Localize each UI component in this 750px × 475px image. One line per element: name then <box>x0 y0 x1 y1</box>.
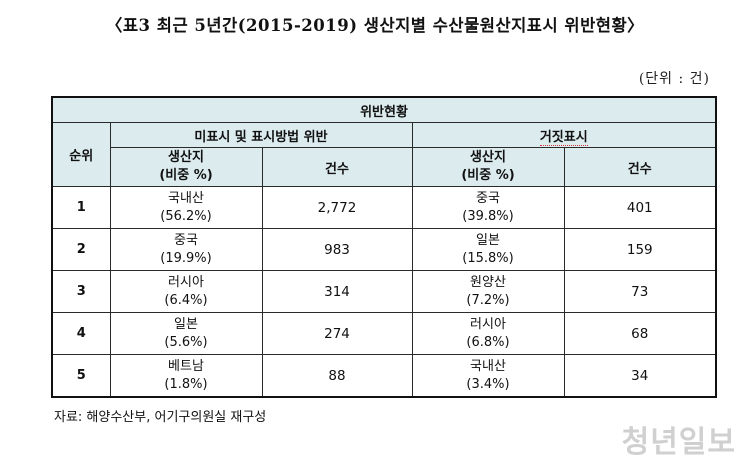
header-count-b: 건수 <box>563 147 717 187</box>
origin-name: 일본 <box>174 316 198 332</box>
origin-share: (3.4%) <box>466 376 510 392</box>
count-cell-b: 401 <box>563 186 717 229</box>
origin-cell-b: 러시아 (6.8%) <box>411 312 565 355</box>
count-cell-a: 88 <box>261 354 413 398</box>
table-title: 〈표3 최근 5년간(2015-2019) 생산지별 수산물원산지표시 위반현황… <box>105 16 645 35</box>
violation-table: 위반현황 순위 미표시 및 표시방법 위반 거짓표시 생산지 (비중 %) 건수 … <box>51 96 717 398</box>
table-row: 5 베트남 (1.8%) 88 국내산 (3.4%) 34 <box>51 354 717 398</box>
count-cell-b: 73 <box>563 270 717 313</box>
header-false-group: 거짓표시 <box>411 122 717 148</box>
origin-name: 중국 <box>174 232 198 248</box>
share-label: (비중 %) <box>461 168 515 183</box>
rank-cell: 4 <box>51 312 111 355</box>
count-cell-a: 2,772 <box>261 186 413 229</box>
count-cell-b: 68 <box>563 312 717 355</box>
count-cell-b: 34 <box>563 354 717 398</box>
header-rank: 순위 <box>51 122 111 187</box>
origin-share: (1.8%) <box>164 376 208 392</box>
count-cell-a: 314 <box>261 270 413 313</box>
origin-share: (5.6%) <box>164 334 208 350</box>
origin-name: 중국 <box>476 190 500 206</box>
origin-cell-b: 일본 (15.8%) <box>411 228 565 271</box>
origin-name: 러시아 <box>470 316 506 332</box>
table-row: 1 국내산 (56.2%) 2,772 중국 (39.8%) 401 <box>51 186 717 229</box>
publisher-watermark: 청년일보 <box>621 425 736 460</box>
table-row: 3 러시아 (6.4%) 314 원양산 (7.2%) 73 <box>51 270 717 313</box>
header-violation-status: 위반현황 <box>51 96 717 123</box>
share-label: (비중 %) <box>159 168 213 183</box>
false-label-text: 거짓표시 <box>539 129 588 146</box>
origin-share: (7.2%) <box>466 292 510 308</box>
origin-name: 일본 <box>476 232 500 248</box>
origin-cell-a: 베트남 (1.8%) <box>109 354 263 398</box>
origin-label: 생산지 <box>470 150 506 165</box>
origin-cell-a: 중국 (19.9%) <box>109 228 263 271</box>
header-count-a: 건수 <box>261 147 413 187</box>
origin-label: 생산지 <box>168 150 204 165</box>
origin-name: 원양산 <box>470 274 506 290</box>
count-cell-a: 274 <box>261 312 413 355</box>
origin-name: 베트남 <box>168 358 204 374</box>
origin-share: (15.8%) <box>462 250 514 266</box>
rank-cell: 1 <box>51 186 111 229</box>
table-row: 4 일본 (5.6%) 274 러시아 (6.8%) 68 <box>51 312 717 355</box>
origin-share: (56.2%) <box>160 208 212 224</box>
header-origin-b: 생산지 (비중 %) <box>411 147 565 187</box>
origin-name: 국내산 <box>168 190 204 206</box>
origin-cell-b: 국내산 (3.4%) <box>411 354 565 398</box>
unit-label: (단위 : 건) <box>638 71 710 87</box>
origin-share: (39.8%) <box>462 208 514 224</box>
origin-cell-a: 국내산 (56.2%) <box>109 186 263 229</box>
source-note: 자료: 해양수산부, 어기구의원실 재구성 <box>54 410 267 425</box>
origin-cell-b: 중국 (39.8%) <box>411 186 565 229</box>
count-cell-a: 983 <box>261 228 413 271</box>
origin-share: (19.9%) <box>160 250 212 266</box>
origin-cell-a: 러시아 (6.4%) <box>109 270 263 313</box>
rank-cell: 2 <box>51 228 111 271</box>
origin-name: 국내산 <box>470 358 506 374</box>
table-row: 2 중국 (19.9%) 983 일본 (15.8%) 159 <box>51 228 717 271</box>
header-unlabeled-group: 미표시 및 표시방법 위반 <box>109 122 413 148</box>
rank-cell: 3 <box>51 270 111 313</box>
count-cell-b: 159 <box>563 228 717 271</box>
origin-cell-b: 원양산 (7.2%) <box>411 270 565 313</box>
origin-share: (6.4%) <box>164 292 208 308</box>
header-origin-a: 생산지 (비중 %) <box>109 147 263 187</box>
rank-cell: 5 <box>51 354 111 398</box>
origin-name: 러시아 <box>168 274 204 290</box>
origin-share: (6.8%) <box>466 334 510 350</box>
origin-cell-a: 일본 (5.6%) <box>109 312 263 355</box>
